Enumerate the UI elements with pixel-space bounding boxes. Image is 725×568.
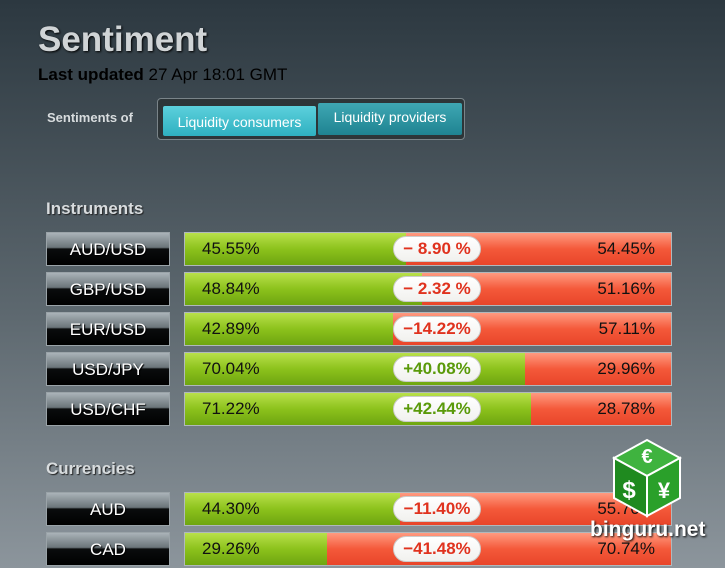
short-value: 57.11% — [598, 319, 655, 338]
short-value: 28.78% — [597, 399, 655, 418]
net-value: −11.40% — [393, 496, 481, 522]
long-value: 70.04% — [202, 359, 260, 378]
instrument-name: USD/JPY — [46, 352, 170, 386]
short-value: 54.45% — [597, 239, 655, 258]
updated-time: 27 Apr 18:01 GMT — [148, 65, 288, 84]
short-bar — [327, 533, 671, 565]
long-bar — [185, 313, 394, 345]
net-value: +40.08% — [393, 356, 481, 382]
instrument-name: USD/CHF — [46, 392, 170, 426]
long-value: 71.22% — [202, 399, 260, 418]
sentiment-bar: 42.89% 57.11% −14.22% — [184, 312, 672, 346]
toggle-button[interactable]: Liquidity providers — [318, 103, 462, 135]
short-value: 29.96% — [597, 359, 655, 378]
toggle-button[interactable]: Liquidity consumers — [163, 106, 316, 136]
short-bar — [525, 353, 671, 385]
long-value: 45.55% — [202, 239, 260, 258]
instrument-name: EUR/USD — [46, 312, 170, 346]
sentiment-bar: 45.55% 54.45% − 8.90 % — [184, 232, 672, 266]
watermark-logo: € $ ¥ — [612, 438, 682, 518]
long-bar — [185, 493, 401, 525]
long-value: 44.30% — [202, 499, 260, 518]
instrument-name: CAD — [46, 532, 170, 566]
toggle-label: Sentiments of — [47, 110, 133, 125]
short-value: 70.74% — [597, 539, 655, 558]
toggle-group: Liquidity consumers Liquidity providers — [157, 98, 465, 140]
long-value: 42.89% — [202, 319, 260, 338]
net-value: − 2.32 % — [393, 276, 481, 302]
net-value: − 8.90 % — [393, 236, 481, 262]
long-value: 48.84% — [202, 279, 260, 298]
section-title: Currencies — [46, 459, 135, 478]
section-title: Instruments — [46, 199, 144, 218]
short-value: 51.16% — [597, 279, 655, 298]
long-bar — [185, 273, 423, 305]
svg-text:$: $ — [622, 477, 636, 504]
long-bar — [185, 233, 407, 265]
net-value: +42.44% — [393, 396, 481, 422]
svg-text:€: € — [641, 446, 652, 468]
net-value: −14.22% — [393, 316, 481, 342]
updated-label: Last updated — [38, 65, 144, 84]
sentiment-bar: 70.04% 29.96% +40.08% — [184, 352, 672, 386]
long-value: 29.26% — [202, 539, 260, 558]
page-title: Sentiment — [38, 20, 208, 59]
sentiment-bar: 71.22% 28.78% +42.44% — [184, 392, 672, 426]
watermark: binguru.net — [590, 518, 706, 541]
instrument-name: AUD — [46, 492, 170, 526]
long-bar — [185, 533, 328, 565]
short-bar — [531, 393, 671, 425]
last-updated: Last updated 27 Apr 18:01 GMT — [38, 65, 287, 85]
svg-text:¥: ¥ — [658, 478, 671, 503]
sentiment-bar: 48.84% 51.16% − 2.32 % — [184, 272, 672, 306]
sentiment-bar: 29.26% 70.74% −41.48% — [184, 532, 672, 566]
instrument-name: AUD/USD — [46, 232, 170, 266]
instrument-name: GBP/USD — [46, 272, 170, 306]
net-value: −41.48% — [393, 536, 481, 562]
